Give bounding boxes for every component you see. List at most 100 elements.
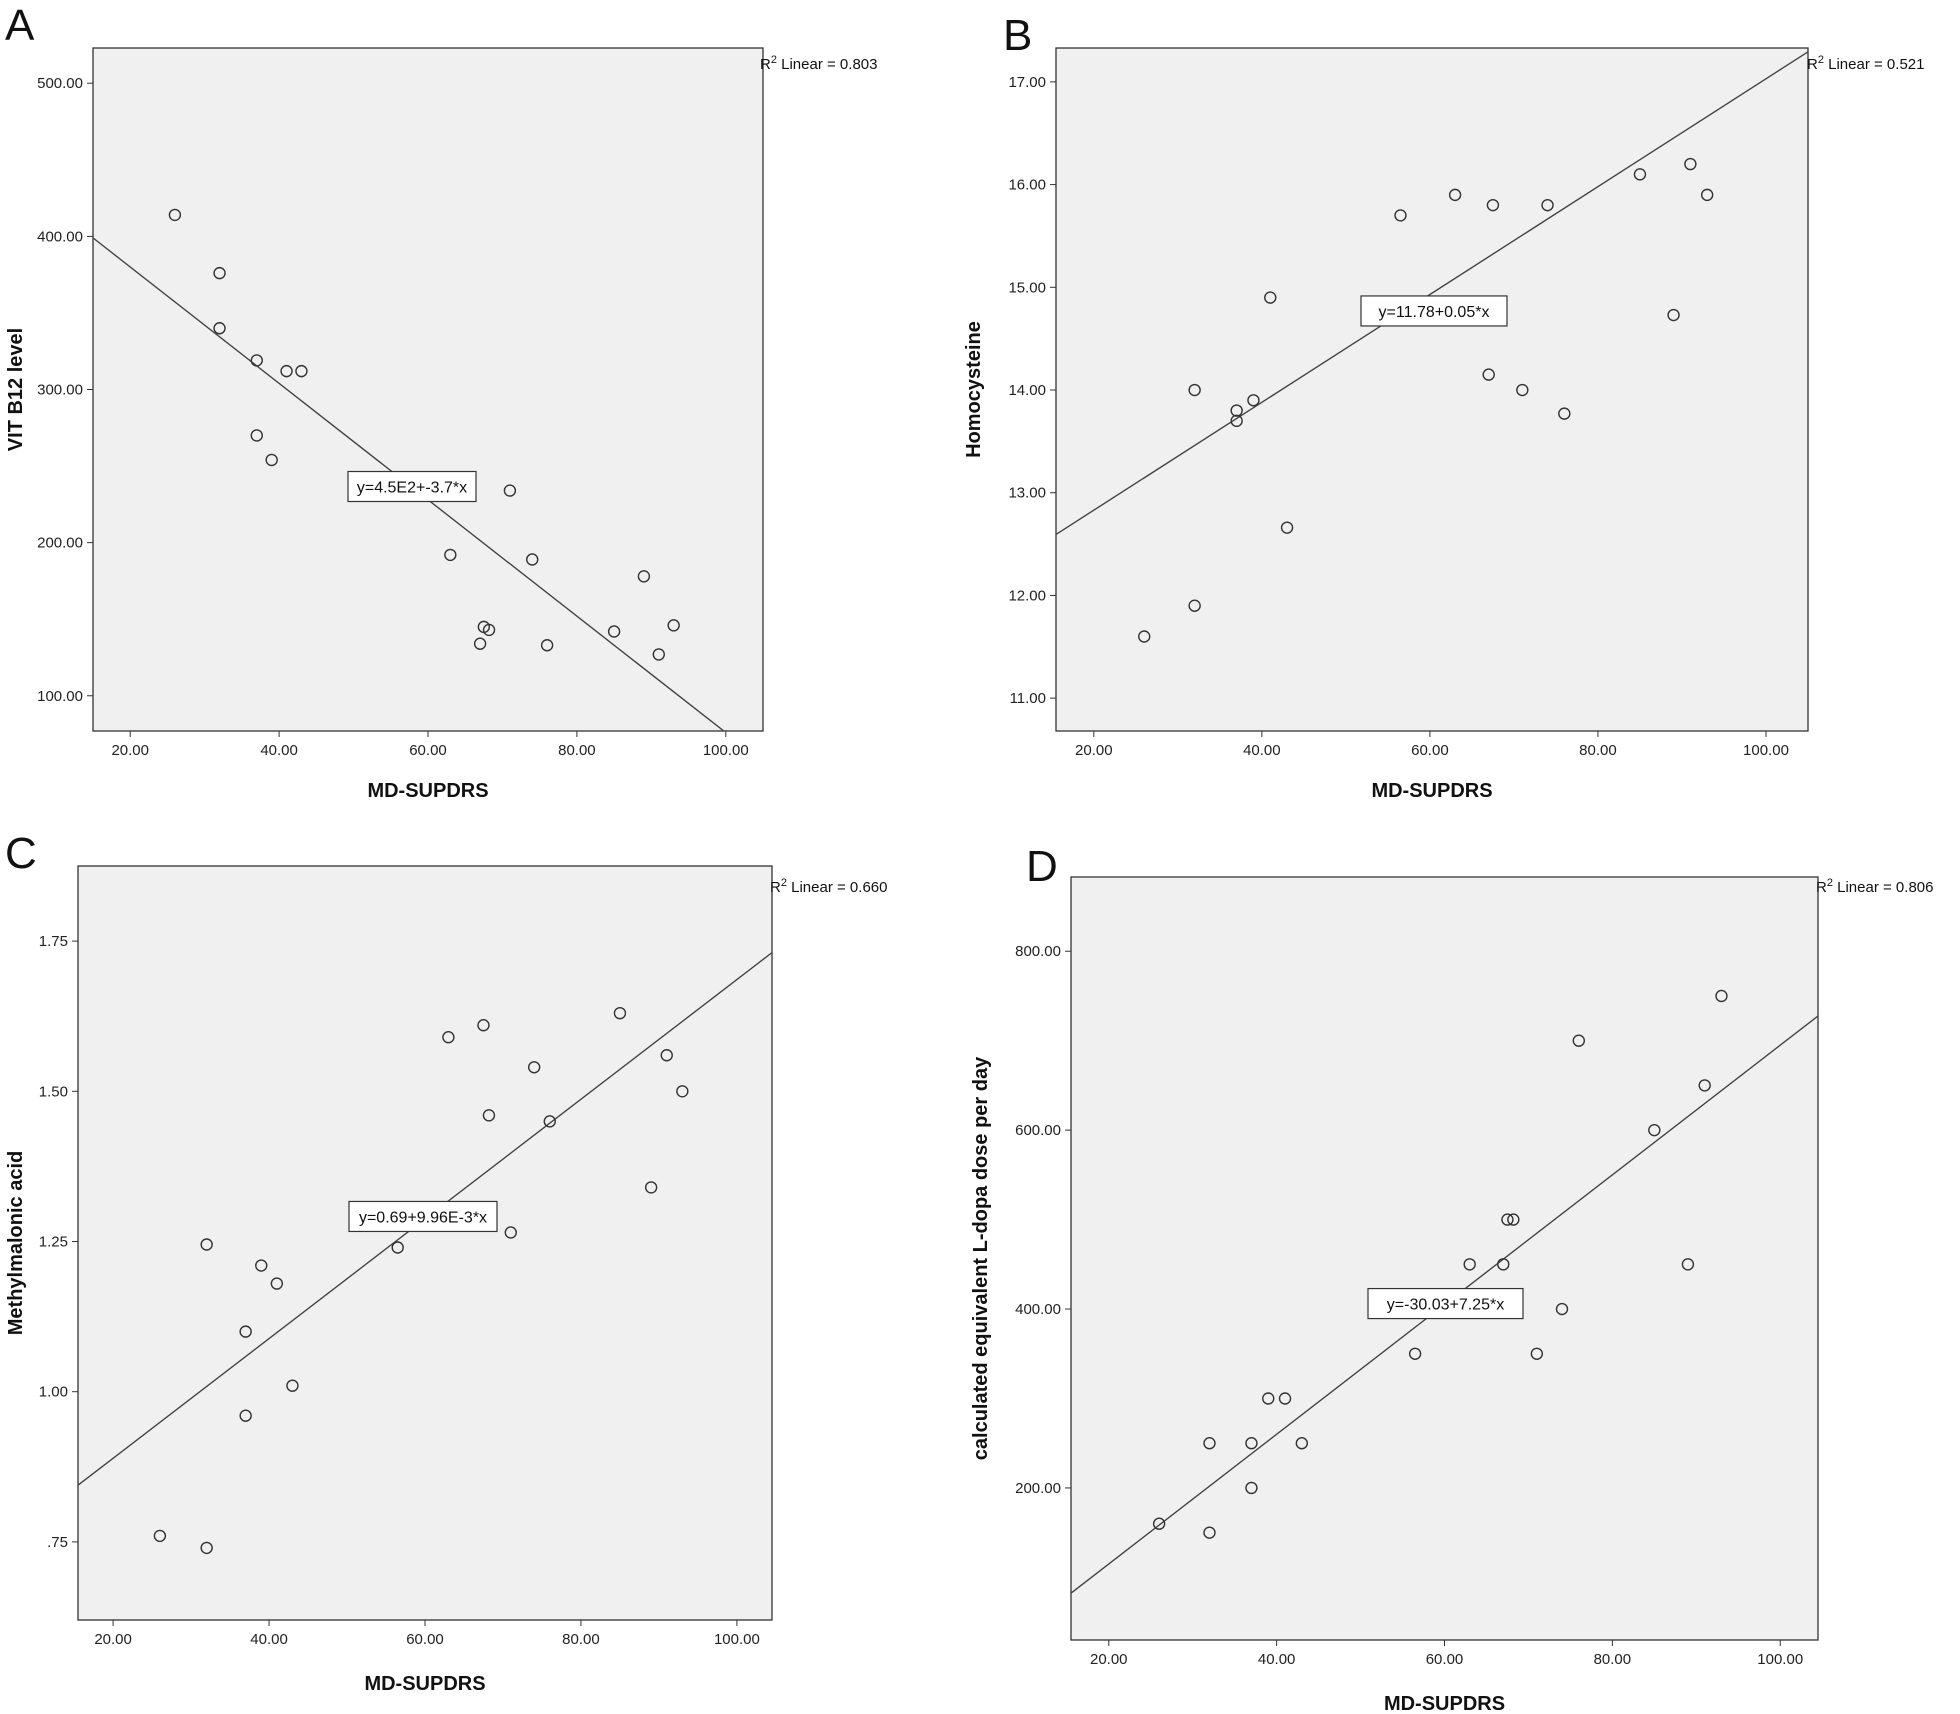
x-tick-label-b: 20.00 [1075,742,1113,759]
data-point-d [1203,1437,1216,1450]
panel-letter-a: A [5,1,35,50]
data-point-d [1203,1526,1216,1539]
x-axis-title-c: MD-SUPDRS [364,1673,485,1695]
y-tick-label-c: 1.25 [39,1233,68,1250]
x-tick-label-c: 40.00 [250,1631,288,1648]
data-point-d [1152,1517,1166,1530]
data-point-c [270,1277,284,1290]
data-point-d [1530,1347,1544,1360]
y-axis-title-d: calculated equivalent L-dopa dose per da… [970,1056,992,1460]
data-point-b [1230,404,1243,417]
y-axis-title-b: Homocysteine [963,321,985,458]
data-point-b [1138,630,1151,643]
y-tick-label-b: 15.00 [1008,279,1046,296]
data-point-a [526,553,539,566]
data-point-b [1516,383,1529,397]
data-point-a [280,364,293,378]
data-point-d [1245,1437,1258,1450]
x-tick-label-c: 80.00 [562,1631,600,1648]
y-tick-label-b: 11.00 [1010,690,1046,707]
y-tick-label-b: 14.00 [1008,382,1046,399]
data-point-c [200,1238,213,1251]
data-point-c [286,1379,299,1392]
x-tick-label-b: 80.00 [1579,742,1617,759]
y-tick-label-d: 200.00 [1015,1480,1061,1497]
x-tick-label-c: 100.00 [714,1631,760,1648]
fit-equation-label-d: y=-30.03+7.25*x [1387,1297,1504,1314]
data-point-c [391,1241,404,1254]
y-tick-label-a: 300.00 [37,382,83,399]
y-tick-label-d: 600.00 [1015,1122,1061,1139]
data-point-a [295,364,308,378]
equation-box-c [348,1200,498,1233]
data-point-c [644,1181,658,1194]
x-tick-label-c: 20.00 [94,1631,132,1648]
y-axis-title-c: Methylmalonic acid [5,1151,27,1336]
data-point-b [1486,198,1500,212]
data-point-c [255,1259,268,1272]
data-point-c [153,1529,167,1543]
panel-letter-d: D [1026,842,1058,891]
x-tick-label-b: 100.00 [1743,742,1789,759]
data-point-d [1507,1213,1520,1226]
x-tick-label-d: 20.00 [1090,1651,1128,1668]
data-point-b [1558,407,1571,420]
data-point-b [1633,168,1647,181]
panel-letter-c: C [5,829,37,878]
y-tick-label-c: 1.00 [39,1384,68,1401]
data-point-b [1684,157,1697,171]
y-tick-label-c: 1.50 [39,1083,68,1100]
equation-box-d [1367,1287,1524,1320]
data-point-c [477,1019,490,1032]
r2-label-b: R2 Linear = 0.521 [1807,54,1924,73]
data-point-a [607,625,621,638]
data-point-b [1541,198,1554,212]
equation-box-b [1360,295,1508,327]
data-point-d [1295,1437,1309,1450]
fit-equation-label-b: y=11.78+0.05*x [1379,304,1490,321]
y-tick-label-a: 200.00 [37,535,83,552]
data-point-d [1715,989,1728,1003]
data-point-c [613,1006,627,1020]
y-tick-label-c: 1.75 [39,933,68,950]
data-point-d [1262,1392,1275,1405]
data-point-c [504,1226,517,1239]
y-tick-label-a: 500.00 [37,75,83,92]
data-point-d [1681,1258,1695,1271]
data-point-a [213,322,226,335]
data-point-c [527,1061,541,1074]
plot-area-b [1055,47,1809,732]
y-axis-title-a: VIT B12 level [5,328,27,451]
data-point-b [1280,521,1294,534]
data-point-a [540,639,554,652]
x-tick-label-a: 60.00 [409,742,447,759]
data-point-a [473,637,487,650]
y-tick-label-b: 16.00 [1008,177,1046,194]
x-tick-label-b: 60.00 [1411,742,1449,759]
data-point-c [543,1115,556,1128]
data-point-b [1700,188,1714,202]
data-point-d [1463,1258,1476,1271]
data-point-b [1394,209,1407,222]
x-tick-label-d: 100.00 [1757,1651,1803,1668]
y-tick-label-c: .75 [47,1534,68,1551]
equation-box-a [347,470,477,503]
data-point-d [1278,1392,1292,1405]
y-tick-label-a: 400.00 [37,228,83,245]
data-point-a [444,548,457,562]
x-tick-label-d: 60.00 [1426,1651,1464,1668]
fit-equation-label-a: y=4.5E2+-3.7*x [357,480,467,497]
data-point-a [265,453,278,467]
y-tick-label-b: 12.00 [1008,587,1046,604]
plot-area-a [92,47,764,732]
r2-label-d: R2 Linear = 0.806 [1816,877,1933,896]
data-point-b [1667,308,1680,322]
x-tick-label-c: 60.00 [406,1631,444,1648]
plot-area-c [77,865,773,1621]
data-point-d [1555,1302,1569,1316]
data-point-a [503,484,517,497]
x-axis-title-a: MD-SUPDRS [367,780,488,802]
x-tick-label-a: 40.00 [260,742,298,759]
data-point-d [1245,1481,1258,1495]
